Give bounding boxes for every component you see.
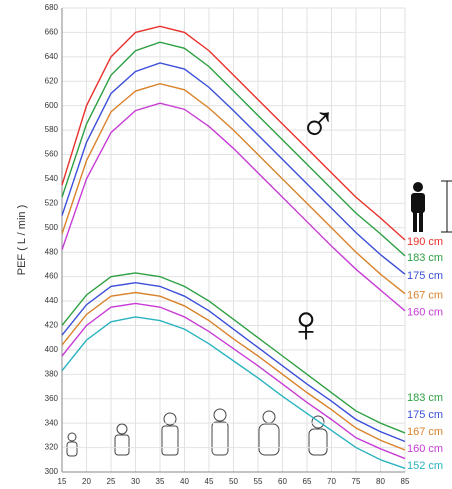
- y-tick-label: 480: [45, 247, 59, 256]
- legend-label: 190 cm: [407, 236, 443, 248]
- y-axis-label: PEF ( L / min ): [16, 205, 28, 276]
- y-tick-label: 540: [45, 174, 59, 183]
- x-tick-label: 15: [58, 477, 67, 486]
- y-tick-label: 360: [45, 394, 59, 403]
- x-tick-label: 20: [82, 477, 91, 486]
- x-tick-label: 25: [107, 477, 116, 486]
- legend-label: 183 cm: [407, 252, 443, 264]
- y-tick-label: 680: [45, 3, 59, 12]
- x-tick-label: 80: [376, 477, 385, 486]
- legend-label: 160 cm: [407, 307, 443, 319]
- legend-label: 167 cm: [407, 426, 443, 438]
- y-tick-label: 340: [45, 418, 59, 427]
- female-symbol: ♀: [287, 296, 326, 354]
- y-tick-label: 600: [45, 101, 59, 110]
- legend-label: 167 cm: [407, 290, 443, 302]
- y-tick-label: 380: [45, 369, 59, 378]
- y-tick-label: 640: [45, 52, 59, 61]
- y-tick-label: 620: [45, 76, 59, 85]
- y-tick-label: 580: [45, 125, 59, 134]
- chart: PEF ( L / min ) 300 320 340 360 380 400 420 440…: [0, 0, 452, 489]
- legend-label: 175 cm: [407, 270, 443, 282]
- legend-label: 160 cm: [407, 443, 443, 455]
- y-tick-label: 320: [45, 443, 59, 452]
- x-tick-label: 75: [352, 477, 361, 486]
- y-tick-label: 520: [45, 198, 59, 207]
- y-tick-label: 560: [45, 150, 59, 159]
- x-tick-label: 45: [205, 477, 214, 486]
- x-tick-label: 70: [327, 477, 336, 486]
- y-tick-label: 420: [45, 321, 59, 330]
- y-tick-label: 440: [45, 296, 59, 305]
- x-tick-label: 55: [254, 477, 263, 486]
- x-tick-label: 35: [156, 477, 165, 486]
- x-tick-label: 85: [401, 477, 410, 486]
- y-tick-label: 460: [45, 272, 59, 281]
- x-tick-label: 50: [229, 477, 238, 486]
- figures: [67, 409, 327, 456]
- x-tick-label: 40: [180, 477, 189, 486]
- x-tick-label: 65: [303, 477, 312, 486]
- y-tick-label: 400: [45, 345, 59, 354]
- legend-label: 175 cm: [407, 409, 443, 421]
- x-tick-label: 30: [131, 477, 140, 486]
- y-tick-label: 500: [45, 223, 59, 232]
- height-icon: [411, 181, 452, 232]
- y-tick-label: 660: [45, 28, 59, 37]
- legend-label: 183 cm: [407, 392, 443, 404]
- legend-label: 152 cm: [407, 460, 443, 472]
- y-tick-label: 300: [45, 467, 59, 476]
- x-tick-label: 60: [278, 477, 287, 486]
